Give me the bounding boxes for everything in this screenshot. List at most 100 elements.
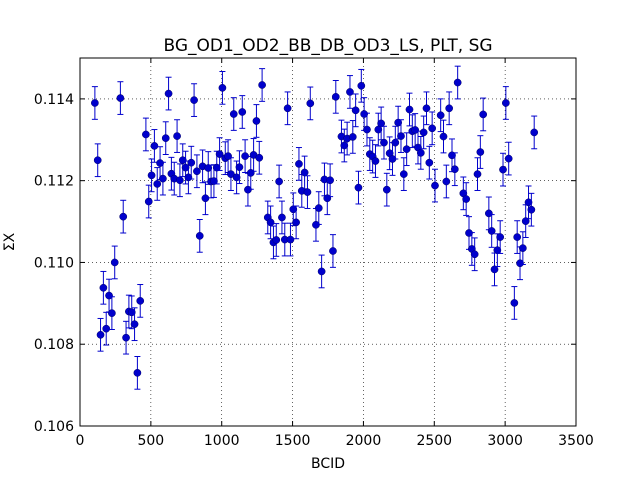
data-point (283, 104, 292, 113)
data-point (195, 232, 204, 240)
data-point (499, 165, 507, 174)
data-point (173, 132, 181, 140)
data-point (391, 138, 400, 147)
data-point (479, 110, 488, 119)
data-point (178, 156, 187, 165)
data-point (422, 104, 431, 113)
data-point (419, 128, 428, 137)
data-point (439, 132, 448, 141)
data-point (116, 94, 125, 102)
data-point (255, 153, 264, 162)
data-point (91, 99, 99, 107)
data-point (105, 291, 113, 300)
data-point (462, 195, 471, 203)
data-point (181, 163, 190, 172)
data-point (377, 119, 385, 128)
data-point (510, 299, 519, 307)
data-point (519, 244, 527, 252)
data-point (513, 233, 522, 241)
y-tick-label: 0.108 (34, 337, 74, 353)
data-points (91, 65, 539, 390)
x-tick-label: 2000 (346, 433, 382, 449)
data-point (159, 174, 167, 183)
data-point (295, 160, 303, 168)
data-point (176, 176, 184, 185)
data-point (476, 148, 485, 156)
data-point (272, 236, 281, 244)
data-point (371, 157, 380, 165)
data-point (314, 204, 323, 212)
data-point (521, 217, 530, 225)
x-tick-label: 3000 (487, 433, 523, 449)
data-point (150, 142, 159, 150)
data-point (144, 197, 153, 206)
data-point (161, 134, 170, 142)
data-point (326, 176, 334, 185)
data-point (258, 81, 266, 89)
data-point (187, 158, 196, 167)
data-point (122, 333, 130, 342)
data-point (218, 83, 227, 92)
data-point (473, 170, 482, 178)
data-point (190, 96, 198, 104)
data-point (136, 297, 145, 305)
x-axis-label: BCID (311, 456, 345, 472)
y-tick-label: 0.112 (34, 174, 74, 190)
data-point (445, 104, 454, 113)
data-point (133, 368, 142, 377)
data-point (405, 105, 414, 114)
data-point (212, 163, 221, 172)
data-point (431, 181, 439, 190)
data-point (504, 154, 513, 163)
data-point (102, 324, 111, 333)
data-point (286, 235, 295, 244)
data-point (252, 117, 261, 125)
data-point (436, 111, 445, 120)
data-point (428, 124, 437, 133)
plot-frame (79, 57, 577, 427)
data-point (292, 218, 300, 227)
x-tick-label: 0 (76, 433, 85, 449)
data-point (502, 99, 510, 107)
y-axis-label: ΣX (2, 232, 18, 251)
data-point (238, 108, 247, 116)
data-point (527, 205, 536, 214)
data-point (340, 141, 349, 150)
data-point (346, 88, 354, 96)
data-point (490, 265, 499, 274)
data-point (300, 168, 309, 177)
data-point (241, 152, 249, 160)
y-tick-label: 0.114 (34, 92, 74, 108)
data-point (108, 309, 116, 317)
data-point (317, 267, 326, 276)
data-point (303, 188, 312, 196)
data-point (516, 259, 524, 268)
data-point (204, 164, 213, 172)
data-point (382, 185, 391, 194)
data-point (153, 180, 162, 188)
data-point (215, 150, 224, 158)
data-point (156, 159, 164, 167)
x-tick-label: 1500 (275, 433, 311, 449)
data-point (275, 177, 283, 186)
data-point (394, 118, 402, 127)
data-point (232, 173, 241, 182)
data-point (425, 158, 434, 167)
data-point (130, 320, 139, 329)
data-point (164, 89, 173, 98)
data-point (351, 106, 360, 115)
data-point (453, 78, 462, 87)
data-point (360, 110, 368, 118)
data-point (331, 92, 340, 101)
data-point (397, 132, 405, 140)
data-point (119, 212, 128, 221)
data-point (450, 165, 459, 174)
data-point (229, 110, 238, 118)
data-point (380, 138, 388, 147)
data-point (496, 233, 505, 241)
data-point (278, 213, 286, 222)
data-point (235, 163, 244, 172)
data-point (201, 194, 210, 203)
data-point (357, 81, 366, 90)
x-tick-label: 2500 (416, 433, 452, 449)
